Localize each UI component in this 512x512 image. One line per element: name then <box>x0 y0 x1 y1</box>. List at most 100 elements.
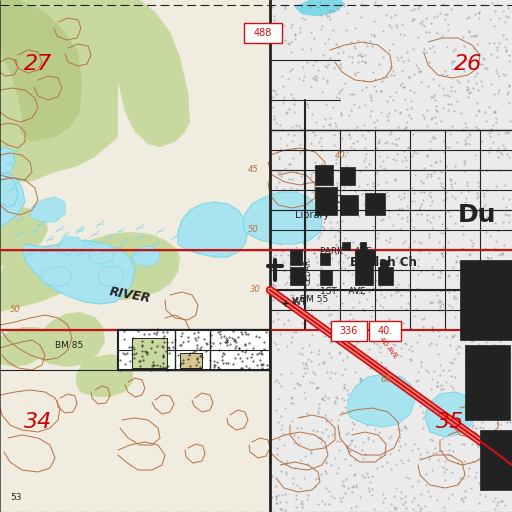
Point <box>424 58 433 66</box>
Point <box>339 183 348 191</box>
Point <box>450 292 458 300</box>
Point <box>163 350 171 358</box>
Point <box>505 418 512 426</box>
Point <box>451 373 459 381</box>
Point <box>297 319 306 327</box>
Point <box>330 131 338 139</box>
Point <box>331 399 339 408</box>
Point <box>297 267 305 275</box>
Point <box>207 327 216 335</box>
Point <box>437 249 445 258</box>
Point <box>282 460 290 468</box>
Point <box>474 178 482 186</box>
Point <box>329 103 337 111</box>
Point <box>284 316 292 324</box>
Point <box>427 300 435 308</box>
Point <box>453 138 461 146</box>
Point <box>326 319 334 327</box>
Point <box>331 454 339 462</box>
Point <box>447 468 456 476</box>
Point <box>406 86 414 94</box>
Point <box>482 461 490 469</box>
Point <box>401 339 409 347</box>
Point <box>436 267 444 275</box>
Point <box>367 312 375 321</box>
Point <box>328 204 336 212</box>
Point <box>436 157 444 165</box>
Point <box>295 74 303 82</box>
Point <box>186 338 194 347</box>
Point <box>355 276 364 284</box>
Polygon shape <box>0 327 48 367</box>
Point <box>450 47 458 55</box>
Point <box>438 435 446 443</box>
Point <box>494 227 502 235</box>
Point <box>412 305 420 313</box>
Point <box>271 87 279 95</box>
Point <box>340 383 348 392</box>
Point <box>394 286 402 294</box>
Point <box>439 503 447 511</box>
Point <box>441 333 450 341</box>
Point <box>474 86 482 94</box>
Point <box>344 239 352 247</box>
Point <box>272 19 280 28</box>
Point <box>410 388 418 396</box>
Point <box>163 360 171 368</box>
Point <box>283 343 291 351</box>
Bar <box>355 263 373 285</box>
Point <box>298 147 307 155</box>
Point <box>350 420 358 429</box>
Point <box>137 355 145 363</box>
Point <box>331 396 339 404</box>
Point <box>298 237 306 245</box>
Polygon shape <box>348 374 415 427</box>
Polygon shape <box>30 197 65 222</box>
Point <box>401 440 409 448</box>
Point <box>487 395 495 403</box>
Point <box>474 456 482 464</box>
Point <box>440 468 449 476</box>
Point <box>290 131 298 139</box>
Point <box>422 267 431 275</box>
Bar <box>342 242 350 250</box>
Point <box>281 36 289 45</box>
Point <box>352 126 360 135</box>
Point <box>404 143 412 152</box>
Point <box>474 106 482 114</box>
Point <box>485 147 493 156</box>
Point <box>424 403 432 412</box>
Point <box>416 267 424 275</box>
Point <box>443 71 451 79</box>
Point <box>370 339 378 347</box>
Point <box>442 143 451 151</box>
Point <box>474 124 482 133</box>
Point <box>396 29 404 37</box>
Point <box>403 213 411 221</box>
Point <box>323 78 331 86</box>
Point <box>364 397 372 405</box>
Point <box>358 190 367 198</box>
Point <box>297 124 305 133</box>
Point <box>271 26 279 34</box>
Point <box>393 253 401 261</box>
Point <box>304 355 312 363</box>
Point <box>320 202 328 210</box>
Point <box>193 339 201 348</box>
Point <box>120 343 128 351</box>
Point <box>313 3 322 11</box>
Point <box>194 346 202 354</box>
Point <box>358 131 366 139</box>
Point <box>415 67 423 75</box>
Point <box>389 155 397 163</box>
Point <box>364 126 372 135</box>
Point <box>356 13 365 22</box>
Point <box>320 218 328 226</box>
Point <box>193 356 201 364</box>
Point <box>481 393 489 401</box>
Point <box>134 350 142 358</box>
Polygon shape <box>0 207 48 267</box>
Point <box>172 348 180 356</box>
Point <box>305 271 313 280</box>
Point <box>135 344 143 352</box>
